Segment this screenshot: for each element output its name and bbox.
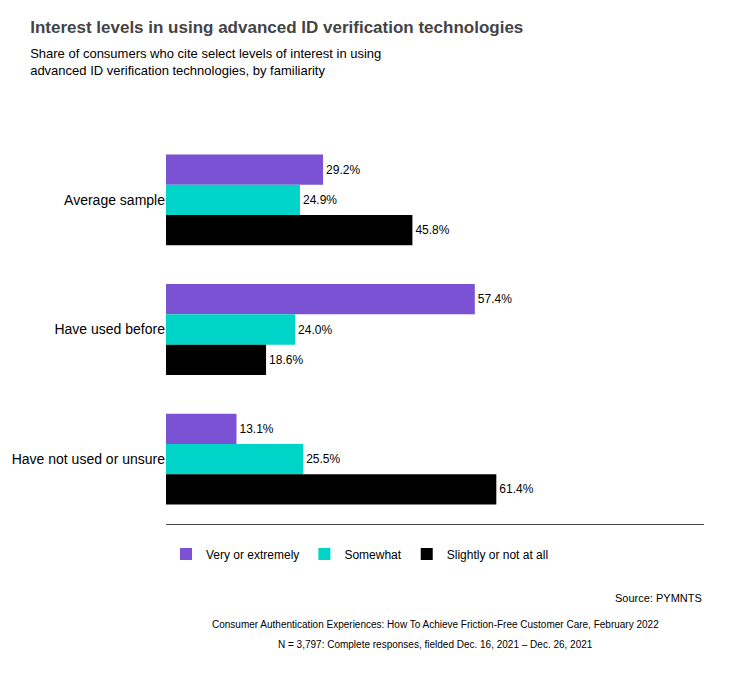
- svg-text:25.5%: 25.5%: [306, 452, 340, 466]
- svg-text:Source: PYMNTS: Source: PYMNTS: [615, 592, 702, 604]
- svg-text:Average sample: Average sample: [64, 192, 165, 208]
- svg-text:45.8%: 45.8%: [415, 223, 449, 237]
- svg-text:Interest levels in using advan: Interest levels in using advanced ID ver…: [30, 18, 523, 37]
- svg-text:29.2%: 29.2%: [326, 163, 360, 177]
- svg-text:18.6%: 18.6%: [269, 353, 303, 367]
- svg-text:61.4%: 61.4%: [499, 482, 533, 496]
- svg-text:N = 3,797: Complete responses,: N = 3,797: Complete responses, fielded D…: [278, 639, 593, 650]
- svg-text:Have not used or unsure: Have not used or unsure: [12, 451, 166, 467]
- svg-text:Somewhat: Somewhat: [344, 548, 401, 562]
- svg-text:Consumer Authentication Experi: Consumer Authentication Experiences: How…: [212, 619, 659, 630]
- svg-text:57.4%: 57.4%: [478, 292, 512, 306]
- svg-text:24.0%: 24.0%: [298, 323, 332, 337]
- svg-text:13.1%: 13.1%: [239, 422, 273, 436]
- svg-text:24.9%: 24.9%: [303, 193, 337, 207]
- svg-text:Very or extremely: Very or extremely: [206, 548, 299, 562]
- svg-text:Have used before: Have used before: [54, 321, 165, 337]
- svg-text:Share of consumers who cite se: Share of consumers who cite select level…: [30, 46, 381, 78]
- svg-text:Slightly or not at all: Slightly or not at all: [447, 548, 548, 562]
